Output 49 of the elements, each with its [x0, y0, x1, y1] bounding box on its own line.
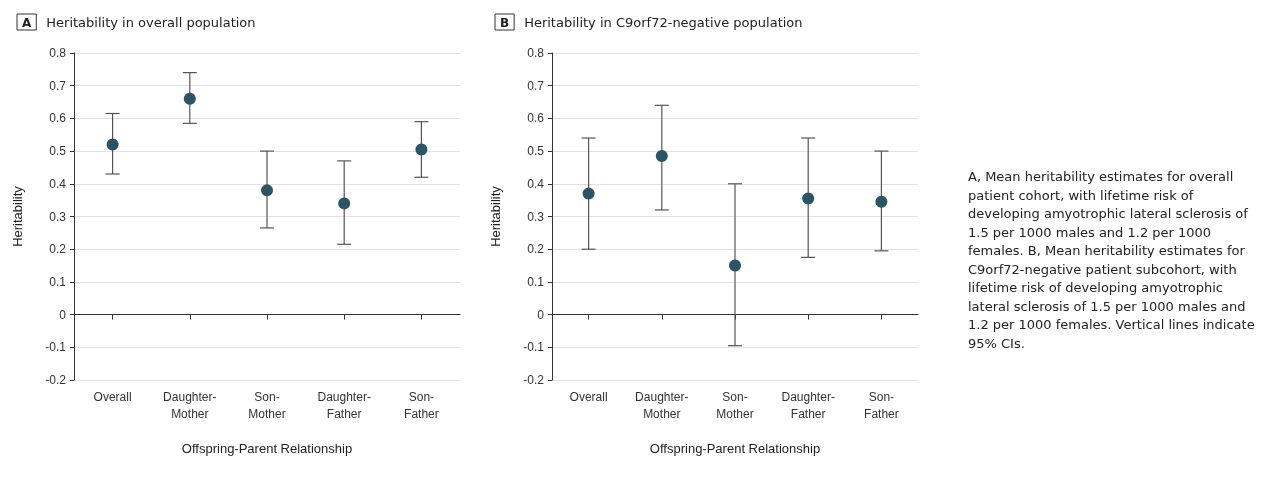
- point: [261, 184, 273, 197]
- y-tick-label: 0: [537, 307, 545, 322]
- y-tick-label: 0.2: [49, 242, 67, 257]
- point: [183, 92, 196, 105]
- y-tick-label: 0.5: [527, 144, 545, 159]
- y-tick-label: 0: [59, 307, 67, 322]
- point: [106, 138, 119, 151]
- y-axis-title: Heritability: [488, 185, 503, 247]
- x-tick-label: Son-Father: [404, 389, 439, 421]
- text: A, Mean heritability estimates for overall patient cohort, with lifetime risk of developing amyotrophic lateral sclerosis of 1.5 per 1000 males and 1.2 per 1000 females. B, Mean heritability estimates for C9orf72-negative patient subcohort, with lifetime risk of developing amyotrophic lateral sclerosis of 1.5 per 1000 males and 1.2 per 1000 females. Vertical lines indicate 95% CIs.: [968, 169, 1255, 351]
- y-tick-label: -0.1: [45, 340, 67, 355]
- point: [729, 259, 741, 272]
- point: [802, 192, 815, 205]
- x-axis-title: Offspring-Parent Relationship: [649, 441, 821, 456]
- y-tick-label: 0.7: [527, 78, 545, 93]
- y-tick-label: 0.5: [49, 144, 67, 159]
- x-tick-label: Daughter-Mother: [635, 389, 689, 421]
- y-tick-label: 0.1: [527, 274, 545, 289]
- x-tick-label: Daughter-Mother: [163, 389, 217, 421]
- x-tick-label: Daughter-Father: [317, 389, 371, 421]
- y-tick-label: 0.4: [527, 176, 545, 191]
- x-tick-label: Overall: [93, 389, 132, 404]
- y-axis-title: Heritability: [10, 185, 25, 247]
- point: [338, 197, 351, 210]
- y-tick-label: 0.8: [49, 46, 67, 60]
- chart-title: B Heritability in C9orf72-negative population: [500, 14, 803, 30]
- point: [582, 187, 595, 200]
- point: [875, 195, 888, 208]
- x-tick-label: Son-Mother: [248, 389, 286, 421]
- point: [655, 150, 668, 162]
- y-tick-label: 0.7: [49, 78, 67, 93]
- x-tick-label: Son-Father: [864, 389, 899, 421]
- y-tick-label: 0.6: [49, 111, 67, 126]
- y-tick-label: -0.2: [45, 373, 67, 387]
- y-tick-label: 0.3: [49, 209, 67, 224]
- chart-title: A Heritability in overall population: [22, 14, 256, 30]
- y-tick-label: -0.1: [523, 340, 545, 355]
- y-tick-label: 0.2: [527, 242, 545, 257]
- y-tick-label: 0.3: [527, 209, 545, 224]
- y-tick-label: 0.1: [49, 274, 67, 289]
- y-tick-label: 0.6: [527, 111, 545, 126]
- y-tick-label: 0.8: [527, 46, 545, 60]
- point: [415, 143, 428, 156]
- x-tick-label: Daughter-Father: [781, 389, 835, 421]
- x-tick-label: Son-Mother: [716, 389, 754, 421]
- y-tick-label: -0.2: [523, 373, 545, 387]
- x-axis-title: Offspring-Parent Relationship: [181, 441, 353, 456]
- y-tick-label: 0.4: [49, 176, 67, 191]
- x-tick-label: Overall: [569, 389, 608, 404]
